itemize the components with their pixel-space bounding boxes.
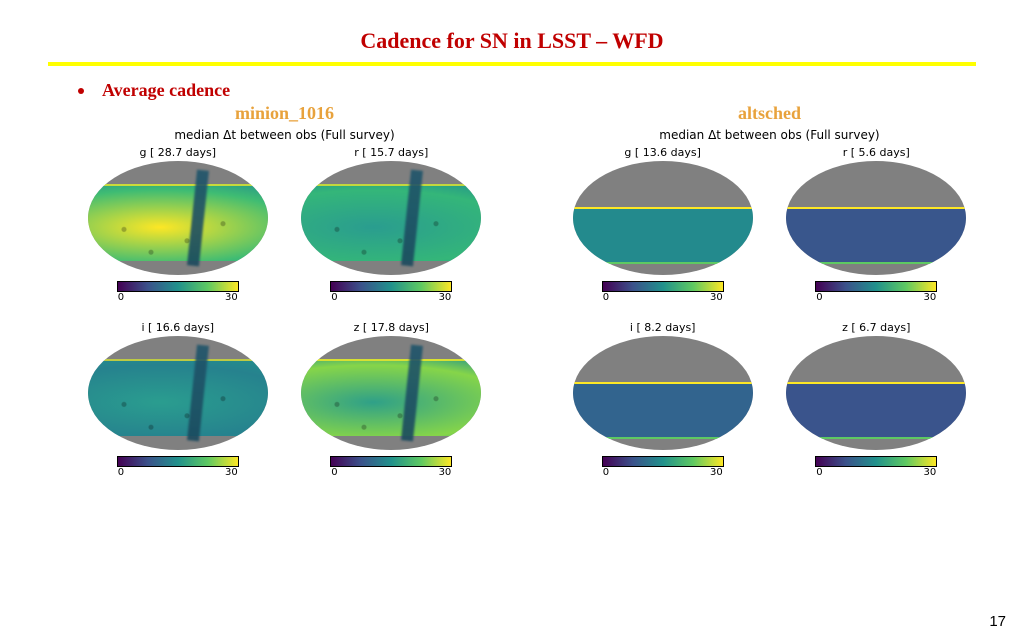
skymap-panel-r: r [ 15.7 days] 030 (292, 146, 492, 303)
colorbar-ticks: 030 (816, 292, 936, 303)
panel-label: g [ 13.6 days] (624, 146, 701, 159)
mollweide-map (88, 336, 268, 450)
colorbar: 030 (331, 281, 451, 303)
colorbar-ticks: 030 (816, 467, 936, 478)
colorbar: 030 (816, 281, 936, 303)
colorbar-ticks: 030 (603, 467, 723, 478)
skymap-panel-r: r [ 5.6 days] 030 (776, 146, 976, 303)
colorbar-gradient (602, 281, 724, 292)
colorbar: 030 (118, 456, 238, 478)
mollweide-map (88, 161, 268, 275)
colorbar-ticks: 030 (331, 292, 451, 303)
bullet-dot-icon (78, 88, 84, 94)
mollweide-map (573, 336, 753, 450)
column-altsched: altsched median Δt between obs (Full surv… (563, 103, 976, 478)
colorbar-gradient (815, 281, 937, 292)
panel-label: r [ 5.6 days] (843, 146, 910, 159)
bullet-row: Average cadence (78, 80, 1024, 101)
columns-container: minion_1016median Δt between obs (Full s… (0, 103, 1024, 478)
column-title: altsched (563, 103, 976, 124)
mollweide-map (301, 161, 481, 275)
colorbar-ticks: 030 (603, 292, 723, 303)
slide-title: Cadence for SN in LSST – WFD (0, 0, 1024, 62)
skymap-panel-g: g [ 28.7 days] 030 (78, 146, 278, 303)
colorbar: 030 (816, 456, 936, 478)
mollweide-map (786, 336, 966, 450)
panel-grid: g [ 13.6 days]030r [ 5.6 days]030i [ 8.2… (563, 146, 976, 478)
panel-grid: g [ 28.7 days]030r [ 15.7 days]030i [ 16… (78, 146, 491, 478)
colorbar-ticks: 030 (331, 467, 451, 478)
column-subtitle: median Δt between obs (Full survey) (78, 128, 491, 142)
title-underline (48, 62, 976, 66)
colorbar: 030 (118, 281, 238, 303)
panel-label: i [ 16.6 days] (141, 321, 214, 334)
column-title: minion_1016 (78, 103, 491, 124)
colorbar-gradient (117, 456, 239, 467)
panel-label: i [ 8.2 days] (630, 321, 696, 334)
bullet-text: Average cadence (102, 80, 230, 101)
skymap-panel-i: i [ 8.2 days] 030 (563, 321, 763, 478)
skymap-panel-i: i [ 16.6 days] 030 (78, 321, 278, 478)
colorbar-gradient (330, 456, 452, 467)
colorbar-ticks: 030 (118, 292, 238, 303)
page-number: 17 (989, 613, 1006, 630)
colorbar-gradient (330, 281, 452, 292)
skymap-panel-z: z [ 6.7 days] 030 (776, 321, 976, 478)
colorbar: 030 (331, 456, 451, 478)
colorbar: 030 (603, 281, 723, 303)
colorbar-gradient (815, 456, 937, 467)
panel-label: r [ 15.7 days] (354, 146, 428, 159)
panel-label: g [ 28.7 days] (140, 146, 217, 159)
column-minion_1016: minion_1016median Δt between obs (Full s… (78, 103, 491, 478)
mollweide-map (786, 161, 966, 275)
colorbar: 030 (603, 456, 723, 478)
panel-label: z [ 6.7 days] (842, 321, 910, 334)
skymap-panel-g: g [ 13.6 days] 030 (563, 146, 763, 303)
skymap-panel-z: z [ 17.8 days] 030 (292, 321, 492, 478)
mollweide-map (301, 336, 481, 450)
colorbar-gradient (602, 456, 724, 467)
panel-label: z [ 17.8 days] (354, 321, 429, 334)
mollweide-map (573, 161, 753, 275)
column-subtitle: median Δt between obs (Full survey) (563, 128, 976, 142)
colorbar-ticks: 030 (118, 467, 238, 478)
colorbar-gradient (117, 281, 239, 292)
